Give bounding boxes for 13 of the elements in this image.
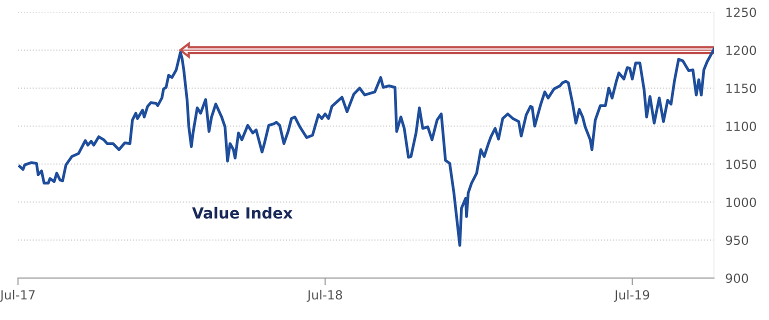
x-tick-label: Jul-18 xyxy=(306,290,342,302)
y-tick-label: 1200 xyxy=(726,46,756,56)
y-tick-label: 1150 xyxy=(726,84,756,94)
x-tick-label: Jul-19 xyxy=(614,290,650,302)
y-tick-label: 900 xyxy=(726,274,748,284)
y-tick-label: 1000 xyxy=(726,198,756,208)
y-tick-label: 950 xyxy=(726,236,748,246)
text: Value Index xyxy=(192,206,293,219)
y-tick-label: 1100 xyxy=(726,122,756,132)
line-series xyxy=(18,48,714,247)
x-tick-label: Jul-17 xyxy=(0,290,35,302)
y-tick-label: 1050 xyxy=(726,160,756,170)
y-tick-label: 1250 xyxy=(726,8,756,18)
